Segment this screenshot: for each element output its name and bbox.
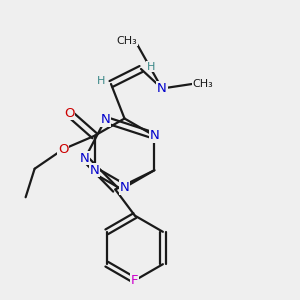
Text: F: F xyxy=(131,274,139,287)
Text: H: H xyxy=(97,76,106,86)
Text: CH₃: CH₃ xyxy=(116,35,137,46)
Text: N: N xyxy=(90,164,100,177)
Text: O: O xyxy=(58,143,68,156)
Text: N: N xyxy=(100,113,110,126)
Text: N: N xyxy=(120,181,129,194)
Text: H: H xyxy=(146,61,155,72)
Text: O: O xyxy=(64,107,74,120)
Text: N: N xyxy=(80,152,90,165)
Text: N: N xyxy=(149,129,159,142)
Text: N: N xyxy=(157,82,167,95)
Text: CH₃: CH₃ xyxy=(192,79,213,89)
